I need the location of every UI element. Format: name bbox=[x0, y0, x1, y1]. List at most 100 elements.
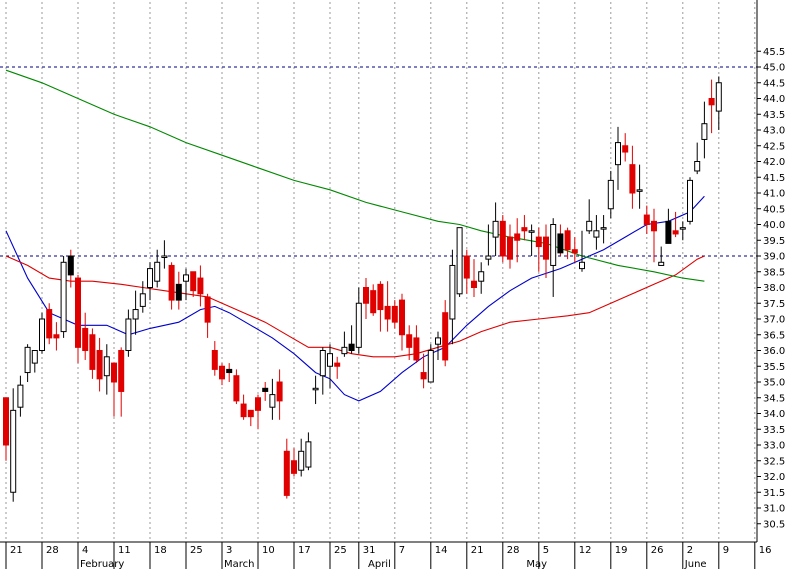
candle bbox=[305, 432, 312, 471]
x-tick-label: 7 bbox=[399, 545, 405, 556]
candle bbox=[298, 438, 305, 477]
candle bbox=[384, 281, 391, 332]
candle-body bbox=[399, 299, 405, 336]
candle-body bbox=[269, 394, 276, 408]
candle bbox=[283, 438, 290, 499]
candles bbox=[3, 76, 722, 502]
x-tick-label: 16 bbox=[759, 545, 772, 556]
y-tick-label: 33.5 bbox=[763, 425, 785, 436]
candle-body bbox=[10, 409, 17, 493]
candle-body bbox=[427, 350, 434, 383]
candle bbox=[211, 341, 218, 376]
candle bbox=[168, 262, 175, 310]
candle bbox=[456, 227, 463, 297]
y-tick-label: 35.5 bbox=[763, 362, 785, 373]
candle-body bbox=[96, 350, 103, 380]
candle bbox=[312, 375, 319, 405]
candle-body bbox=[125, 318, 132, 351]
candle-body bbox=[694, 161, 701, 172]
candle bbox=[139, 281, 146, 313]
y-tick-label: 40.0 bbox=[763, 220, 785, 231]
candle-body bbox=[478, 271, 485, 282]
candle bbox=[665, 208, 672, 244]
x-tick-label: 10 bbox=[262, 545, 275, 556]
candle-body bbox=[571, 249, 578, 254]
candle-body bbox=[600, 227, 607, 230]
candle bbox=[406, 325, 413, 360]
y-tick-label: 33.0 bbox=[763, 441, 785, 452]
candle-body bbox=[564, 230, 571, 251]
candle-body bbox=[240, 403, 247, 418]
candle bbox=[125, 309, 132, 357]
candle-body bbox=[420, 372, 427, 380]
candle bbox=[175, 271, 182, 310]
candle bbox=[46, 303, 53, 345]
candle-body bbox=[715, 82, 722, 112]
candle-body bbox=[312, 387, 319, 391]
candle bbox=[319, 347, 326, 395]
grid bbox=[5, 2, 756, 542]
x-month-label: May bbox=[526, 559, 547, 569]
candle bbox=[492, 202, 499, 256]
candle bbox=[679, 221, 686, 241]
x-month-label: June bbox=[684, 559, 707, 569]
y-tick-label: 37.0 bbox=[763, 315, 785, 326]
y-tick-label: 32.0 bbox=[763, 472, 785, 483]
y-tick-label: 43.0 bbox=[763, 126, 785, 137]
candle bbox=[521, 215, 528, 241]
candle-body bbox=[226, 368, 233, 374]
y-tick-label: 36.0 bbox=[763, 346, 785, 357]
x-axis: 21 28 4 11 18 25 3 10 17 25 31 7 14 21 28 5 12 19 26 2 9 16 Fe… bbox=[5, 542, 772, 569]
candle-body bbox=[643, 214, 650, 226]
candle-body bbox=[67, 255, 74, 276]
candle-body bbox=[391, 305, 398, 323]
candle bbox=[147, 262, 153, 301]
candle-body bbox=[708, 98, 715, 106]
candle-body bbox=[154, 261, 161, 282]
candle bbox=[291, 448, 297, 477]
candle-body bbox=[190, 271, 197, 292]
candle bbox=[204, 293, 211, 338]
candle-body bbox=[535, 236, 542, 248]
candle-body bbox=[89, 334, 96, 370]
y-tick-label: 31.0 bbox=[763, 504, 785, 515]
candle-body bbox=[442, 312, 449, 361]
x-month-label: April bbox=[368, 559, 391, 569]
x-tick-label: 21 bbox=[471, 545, 484, 556]
candle-body bbox=[406, 334, 413, 348]
x-tick-label: 12 bbox=[579, 545, 592, 556]
candle bbox=[579, 230, 585, 272]
candle bbox=[60, 256, 67, 338]
candle-body bbox=[211, 350, 218, 370]
candle bbox=[96, 337, 103, 392]
plot-frame bbox=[0, 0, 758, 543]
candle-body bbox=[449, 264, 456, 320]
candle-body bbox=[615, 142, 621, 166]
candle-body bbox=[528, 230, 535, 233]
candle bbox=[348, 325, 355, 354]
candle-body bbox=[46, 309, 53, 339]
candle-body bbox=[651, 220, 657, 232]
candle-body bbox=[363, 287, 369, 304]
candle-body bbox=[247, 409, 254, 418]
candle bbox=[233, 369, 240, 405]
candle bbox=[327, 344, 333, 389]
y-tick-label: 32.5 bbox=[763, 456, 785, 467]
candle-body bbox=[672, 230, 679, 235]
y-tick-label: 45.0 bbox=[763, 63, 785, 74]
candle bbox=[514, 218, 521, 263]
x-tick-label: 26 bbox=[651, 545, 664, 556]
candle-body bbox=[384, 305, 391, 320]
candle bbox=[672, 211, 679, 238]
moving-average-line bbox=[5, 255, 705, 358]
candle bbox=[564, 227, 571, 260]
x-tick-label: 19 bbox=[615, 545, 628, 556]
candle bbox=[370, 284, 377, 316]
candle bbox=[197, 265, 204, 307]
candle bbox=[226, 363, 233, 382]
x-tick-label: 28 bbox=[46, 545, 59, 556]
candle bbox=[10, 388, 17, 502]
candle bbox=[355, 287, 362, 354]
moving-average-line bbox=[5, 69, 705, 282]
candle-body bbox=[233, 375, 240, 402]
